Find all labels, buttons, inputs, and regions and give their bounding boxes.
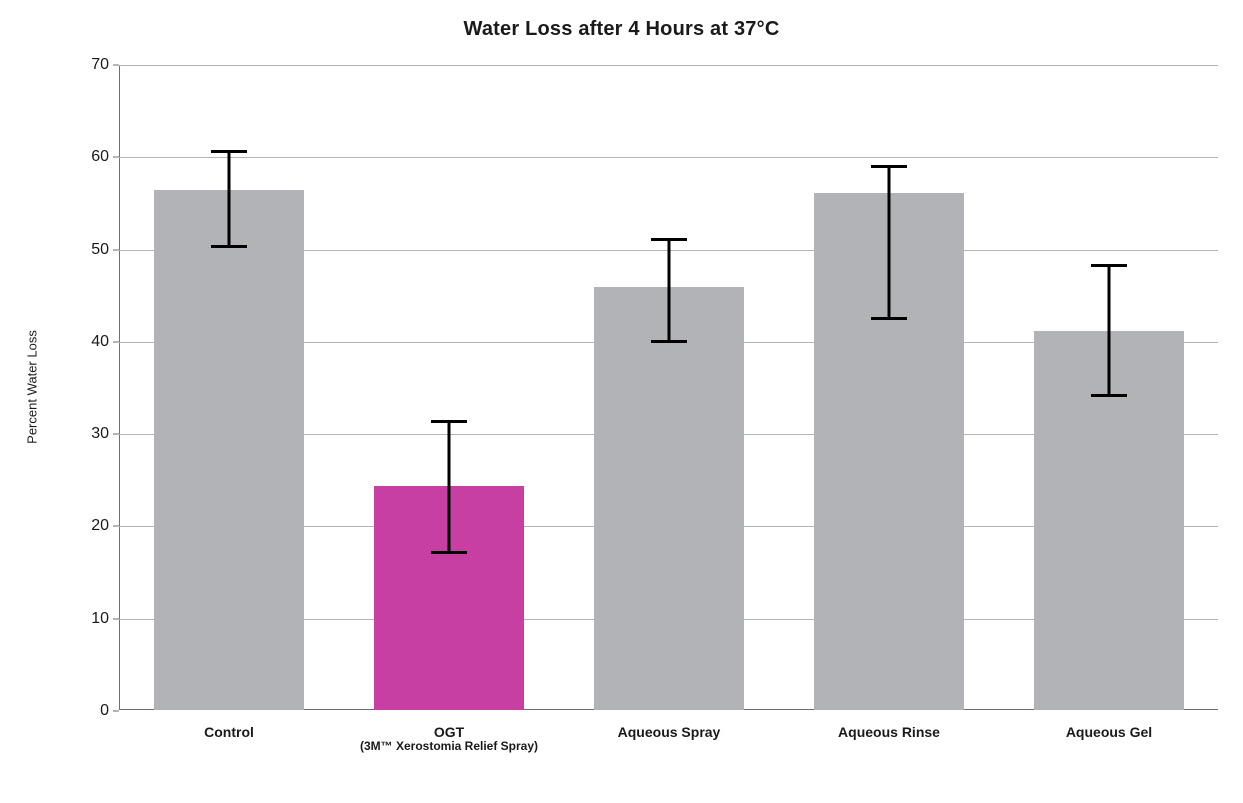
x-axis-label-text: Control bbox=[204, 724, 254, 740]
x-axis-label: Control bbox=[204, 710, 254, 740]
y-tick-label: 50 bbox=[91, 241, 119, 259]
x-axis-label-text: Aqueous Gel bbox=[1066, 724, 1152, 740]
x-axis-label-text: Aqueous Rinse bbox=[838, 724, 940, 740]
y-tick-label: 60 bbox=[91, 148, 119, 166]
bar bbox=[154, 190, 304, 710]
x-axis-label: OGT(3M™ Xerostomia Relief Spray) bbox=[360, 710, 538, 754]
y-tick-label: 10 bbox=[91, 610, 119, 628]
plot-area: 010203040506070ControlOGT(3M™ Xerostomia… bbox=[118, 64, 1218, 710]
y-tick-label: 30 bbox=[91, 425, 119, 443]
chart-title: Water Loss after 4 Hours at 37°C bbox=[0, 18, 1243, 41]
x-axis-label: Aqueous Gel bbox=[1066, 710, 1152, 740]
x-axis-sublabel-text: (3M™ Xerostomia Relief Spray) bbox=[360, 740, 538, 754]
x-axis-label: Aqueous Spray bbox=[618, 710, 721, 740]
y-tick-label: 20 bbox=[91, 517, 119, 535]
y-tick-label: 0 bbox=[100, 702, 119, 720]
water-loss-chart: Water Loss after 4 Hours at 37°C 0102030… bbox=[0, 0, 1243, 803]
x-axis-label-text: OGT bbox=[434, 724, 464, 740]
x-axis-label-text: Aqueous Spray bbox=[618, 724, 721, 740]
y-tick-label: 40 bbox=[91, 333, 119, 351]
y-axis-title: Percent Water Loss bbox=[25, 330, 40, 444]
y-tick-label: 70 bbox=[91, 56, 119, 74]
y-axis-line bbox=[119, 65, 120, 710]
bar bbox=[594, 287, 744, 710]
gridline bbox=[119, 157, 1218, 158]
gridline bbox=[119, 65, 1218, 66]
x-axis-label: Aqueous Rinse bbox=[838, 710, 940, 740]
